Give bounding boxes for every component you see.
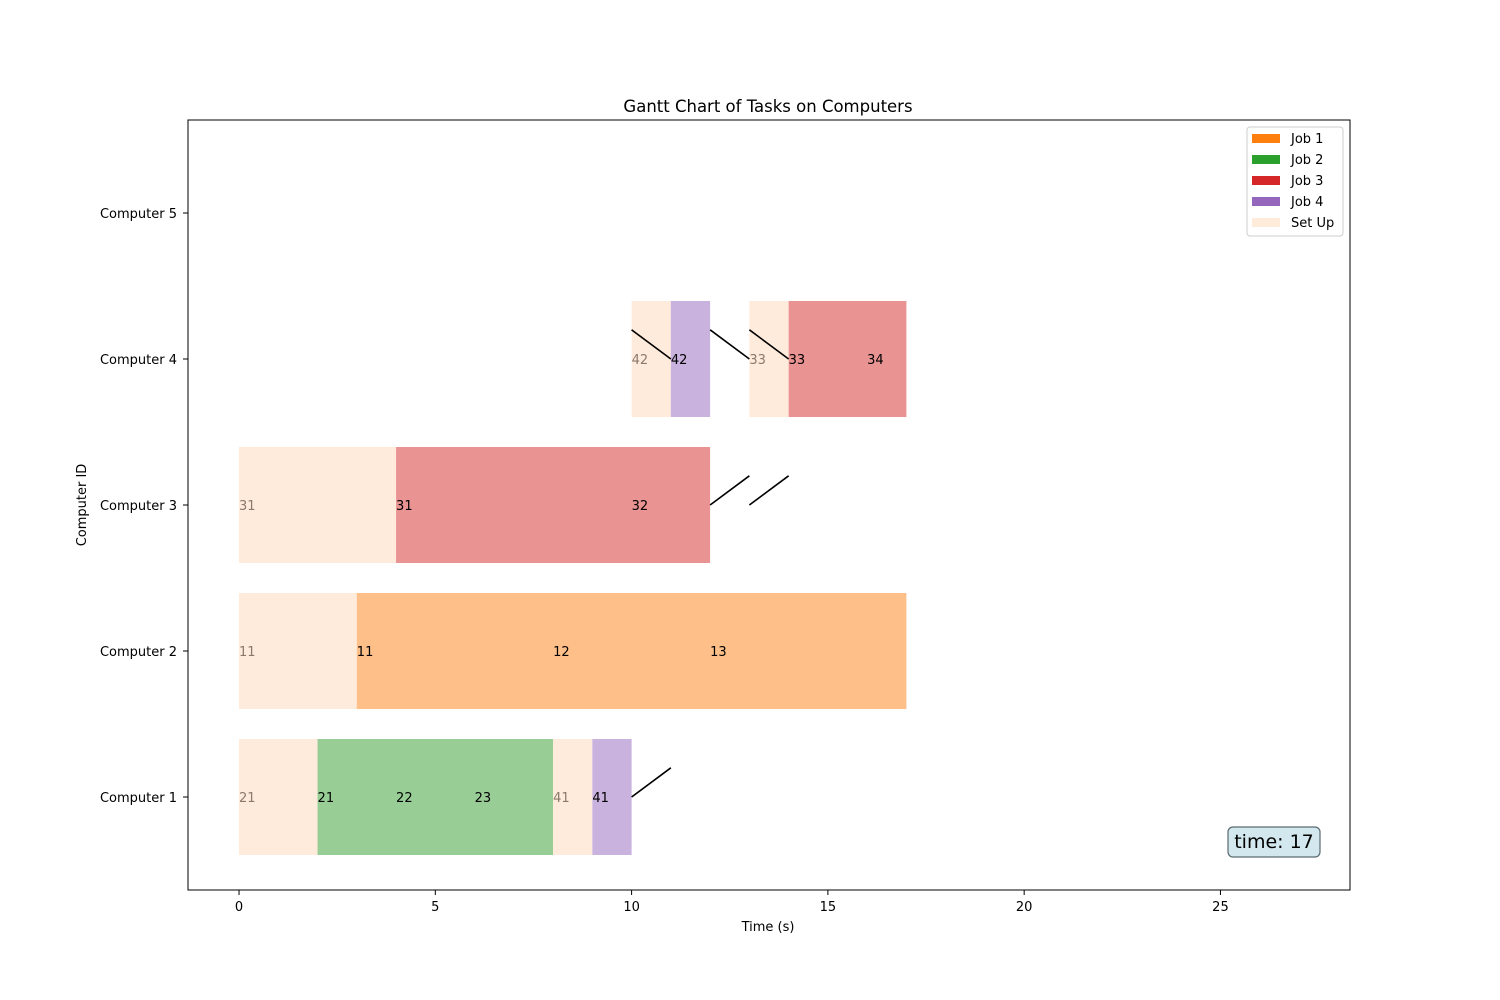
x-tick-label: 0 <box>235 900 243 915</box>
time-indicator: time: 17 <box>1227 826 1321 858</box>
transfer-line <box>631 329 672 360</box>
x-tick-label: 15 <box>820 900 837 915</box>
setup-task-label: 31 <box>239 499 256 514</box>
legend-swatch <box>1252 218 1280 227</box>
setup-bar <box>749 301 789 417</box>
y-tick-label: Computer 4 <box>100 353 177 368</box>
setup-task-label: 11 <box>239 645 256 660</box>
task-label: 32 <box>632 499 649 514</box>
job3-bar <box>396 447 711 563</box>
task-label: 31 <box>396 499 413 514</box>
task-label: 22 <box>396 791 413 806</box>
legend-frame <box>1246 126 1344 237</box>
x-tick-label: 5 <box>431 900 439 915</box>
task-label: 13 <box>710 645 727 660</box>
chart-title: Gantt Chart of Tasks on Computers <box>623 97 912 116</box>
x-tick-label: 20 <box>1016 900 1033 915</box>
legend-entry-label: Job 3 <box>1290 174 1323 189</box>
task-label: 42 <box>671 353 688 368</box>
setup-bar <box>239 739 318 855</box>
setup-task-label: 21 <box>239 791 256 806</box>
task-label: 21 <box>318 791 335 806</box>
job4-bar <box>670 301 711 417</box>
legend-swatch <box>1252 134 1280 143</box>
time-box <box>1227 826 1321 858</box>
transfer-line <box>631 767 672 798</box>
setup-bar <box>239 447 397 563</box>
y-tick-label: Computer 1 <box>100 791 177 806</box>
setup-task-label: 33 <box>749 353 766 368</box>
task-labels-layer: 21 21 22 23 41 41 11 11 12 13 31 31 32 42 42 33 33 34 <box>239 353 884 806</box>
job1-bar <box>356 593 907 709</box>
transfer-line <box>709 475 750 506</box>
y-tick-label: Computer 5 <box>100 207 177 222</box>
legend-swatch <box>1252 155 1280 164</box>
setup-bar <box>553 739 593 855</box>
y-tick-label: Computer 3 <box>100 499 177 514</box>
y-tick-label: Computer 2 <box>100 645 177 660</box>
y-axis-ticks: Computer 1 Computer 2 Computer 3 Computer 4… <box>100 207 188 806</box>
legend-swatch <box>1252 197 1280 206</box>
x-tick-label: 10 <box>623 900 640 915</box>
setup-bar <box>631 301 671 417</box>
task-label: 33 <box>789 353 806 368</box>
task-label: 34 <box>867 353 884 368</box>
task-label: 41 <box>592 791 609 806</box>
job2-bar <box>317 739 554 855</box>
job3-bar <box>788 301 907 417</box>
task-label: 11 <box>357 645 374 660</box>
legend: Job 1 Job 2 Job 3 Job 4 Set Up <box>1246 126 1344 237</box>
time-label: time: 17 <box>1234 831 1314 853</box>
legend-entry-label: Job 1 <box>1290 132 1323 147</box>
legend-entry-label: Job 4 <box>1290 195 1323 210</box>
setup-task-label: 42 <box>632 353 649 368</box>
x-tick-label: 25 <box>1212 900 1229 915</box>
task-label: 23 <box>475 791 492 806</box>
y-axis-label: Computer ID <box>75 464 90 547</box>
legend-entry-label: Set Up <box>1291 216 1334 231</box>
transfer-lines-layer <box>631 329 790 798</box>
legend-entry-label: Job 2 <box>1290 153 1323 168</box>
transfer-line <box>748 475 790 506</box>
transfer-line <box>748 329 790 360</box>
setup-bar <box>239 593 357 709</box>
legend-swatch <box>1252 176 1280 185</box>
task-label: 12 <box>553 645 570 660</box>
setup-task-label: 41 <box>553 791 570 806</box>
transfer-line <box>709 329 750 360</box>
x-axis-label: Time (s) <box>741 920 795 935</box>
bars-layer <box>239 301 907 855</box>
job4-bar <box>592 739 632 855</box>
x-axis-ticks: 0 5 10 15 20 25 <box>235 890 1229 915</box>
